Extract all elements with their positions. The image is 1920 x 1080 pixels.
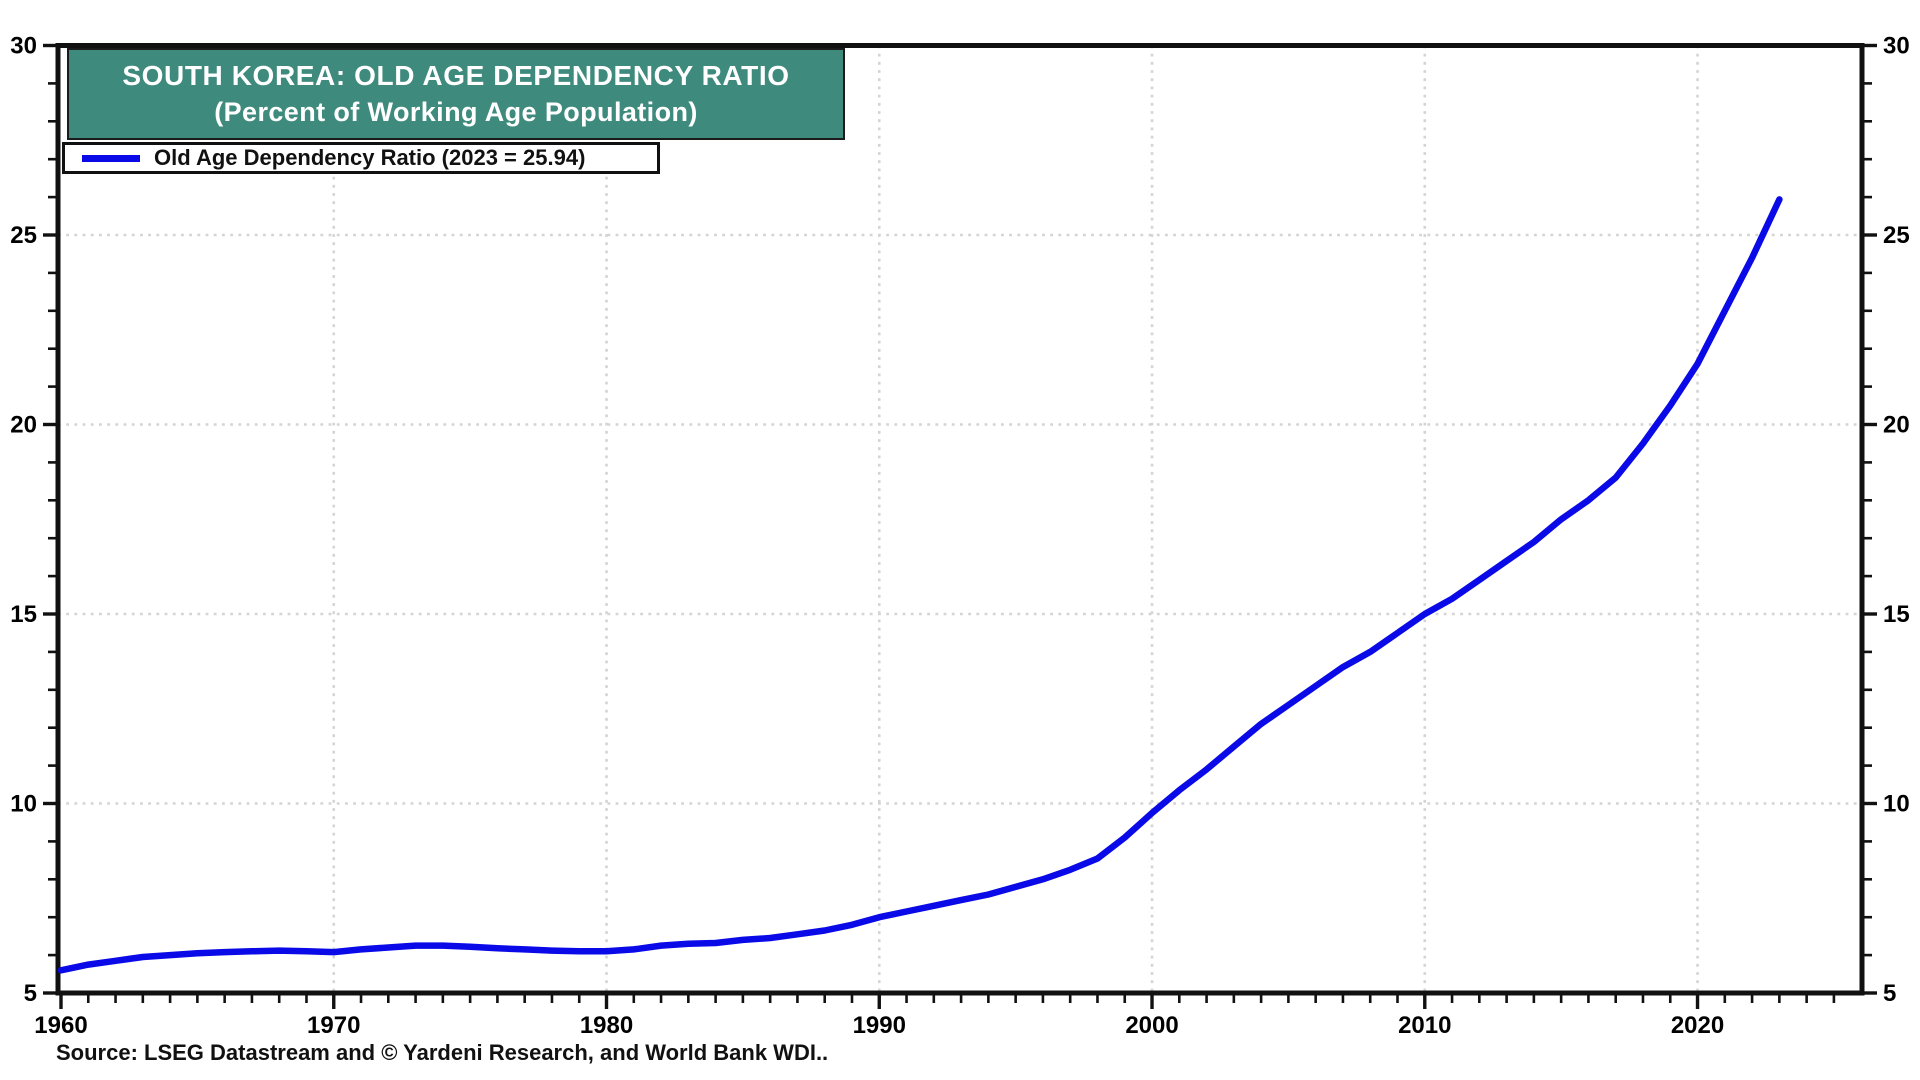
- x-axis-tick-label: 1990: [853, 1012, 906, 1039]
- y-axis-tick-label-right: 20: [1883, 412, 1910, 439]
- y-axis-tick-label-right: 5: [1883, 980, 1896, 1007]
- y-axis-tick-label-left: 15: [10, 601, 37, 628]
- x-axis-tick-label: 1970: [307, 1012, 360, 1039]
- x-axis-tick-label: 1980: [580, 1012, 633, 1039]
- legend-line-swatch-icon: [82, 154, 140, 162]
- y-axis-tick-label-left: 20: [10, 412, 37, 439]
- chart-subtitle: (Percent of Working Age Population): [214, 97, 698, 127]
- legend-label: Old Age Dependency Ratio (2023 = 25.94): [154, 145, 586, 170]
- old-age-dependency-ratio-line: [57, 196, 1783, 974]
- chart-title: SOUTH KOREA: OLD AGE DEPENDENCY RATIO: [122, 60, 790, 91]
- y-axis-tick-label-right: 30: [1883, 33, 1910, 60]
- x-axis-tick-label: 1960: [34, 1012, 87, 1039]
- y-axis-tick-label-right: 25: [1883, 222, 1910, 249]
- y-axis-tick-label-right: 10: [1883, 791, 1910, 818]
- y-axis-tick-label-right: 15: [1883, 601, 1910, 628]
- x-axis-tick-label: 2010: [1398, 1012, 1451, 1039]
- y-axis-tick-label-left: 25: [10, 222, 37, 249]
- y-axis-tick-label-left: 5: [24, 980, 37, 1007]
- y-axis-tick-label-left: 10: [10, 791, 37, 818]
- x-axis-tick-label: 2020: [1671, 1012, 1724, 1039]
- chart-title-box: SOUTH KOREA: OLD AGE DEPENDENCY RATIO (P…: [67, 48, 845, 140]
- x-axis-tick-label: 2000: [1125, 1012, 1178, 1039]
- legend-box: Old Age Dependency Ratio (2023 = 25.94): [62, 142, 660, 174]
- plot-frame: [55, 43, 1865, 996]
- y-axis-tick-label-left: 30: [10, 33, 37, 60]
- source-caption: Source: LSEG Datastream and © Yardeni Re…: [56, 1040, 829, 1065]
